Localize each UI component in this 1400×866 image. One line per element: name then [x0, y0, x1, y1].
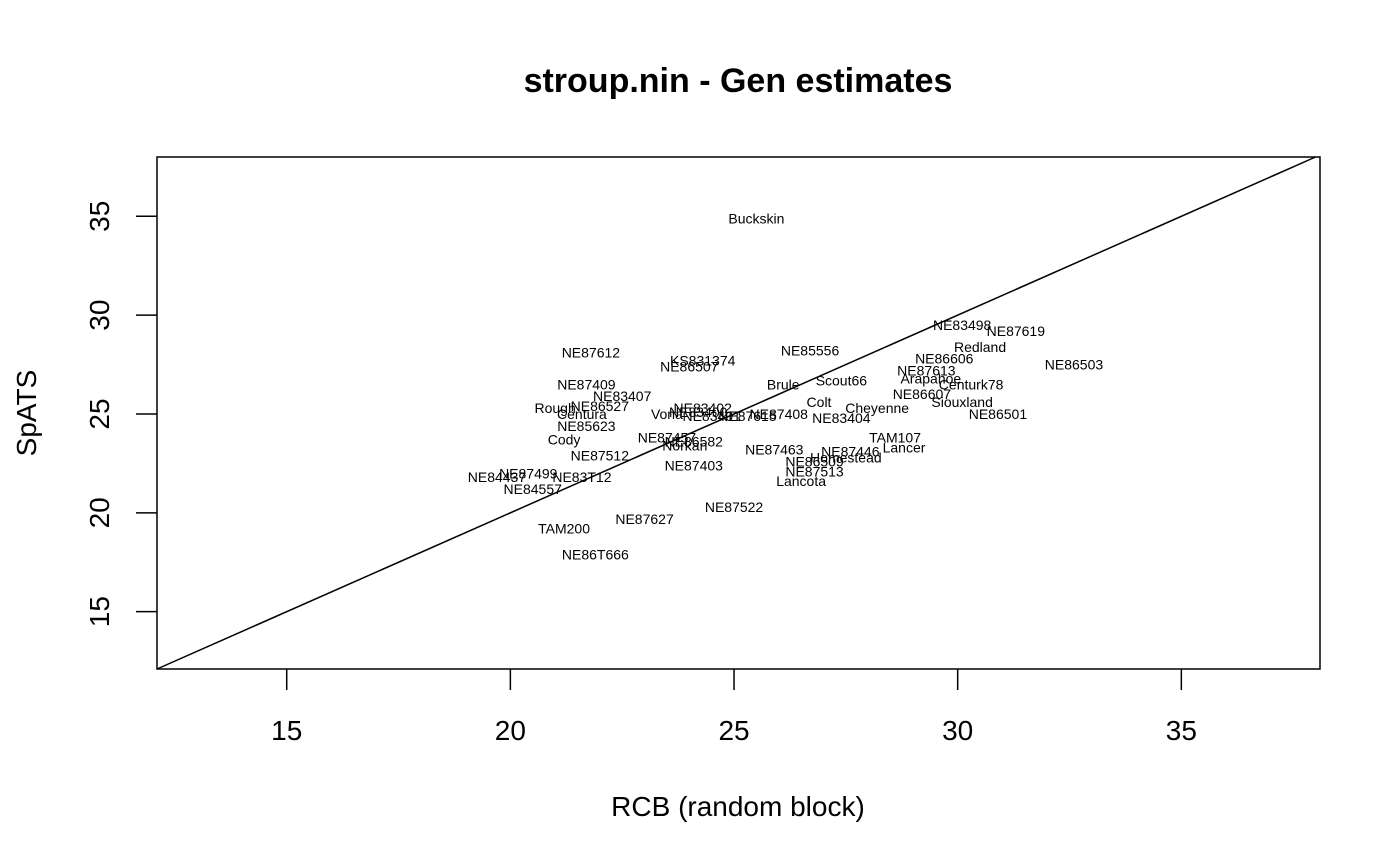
- y-tick-label: 35: [84, 201, 115, 232]
- point-label: NE87627: [615, 511, 674, 527]
- point-label: NE83T12: [552, 469, 611, 485]
- y-axis: 15 20 25 30 35: [84, 201, 157, 627]
- point-label: Cheyenne: [845, 400, 909, 416]
- point-label: NE85623: [557, 418, 616, 434]
- point-label: NE86501: [969, 406, 1028, 422]
- point-label: NE83404: [812, 410, 871, 426]
- point-label: NE87512: [571, 448, 630, 464]
- x-tick-label: 20: [495, 715, 526, 746]
- point-label: TAM107: [869, 430, 921, 446]
- point-label: NE84557: [504, 481, 563, 497]
- y-tick-label: 20: [84, 497, 115, 528]
- point-label: NE87615: [718, 408, 777, 424]
- point-label: Siouxland: [931, 394, 993, 410]
- point-label: NE87619: [987, 323, 1046, 339]
- point-label: NE84437: [468, 469, 527, 485]
- point-label: Lancer: [883, 440, 926, 456]
- point-label: NE87457: [638, 430, 697, 446]
- point-label: NE87446: [821, 444, 880, 460]
- point-label: NE86507: [660, 359, 719, 375]
- point-label: NE86606: [915, 351, 974, 367]
- point-label: Buckskin: [728, 210, 784, 226]
- y-tick-label: 15: [84, 596, 115, 627]
- reference-line-layer: [156, 156, 1316, 670]
- point-label: Scout66: [816, 372, 868, 388]
- point-label: Redland: [954, 339, 1006, 355]
- point-label: NE83400: [669, 404, 728, 420]
- point-label: NE86607: [893, 386, 952, 402]
- point-label: Rough: [534, 400, 575, 416]
- point-label: NE83401: [682, 408, 741, 424]
- x-tick-label: 35: [1166, 715, 1197, 746]
- x-tick-label: 30: [942, 715, 973, 746]
- point-label: NE86582: [665, 434, 724, 450]
- point-label: Lancota: [776, 473, 826, 489]
- identity-reference-line: [156, 156, 1316, 670]
- point-label: NE83402: [674, 400, 733, 416]
- point-label: NE85556: [781, 343, 840, 359]
- point-label: NE87403: [665, 457, 724, 473]
- point-label: NE86509: [785, 453, 844, 469]
- point-label: NE86503: [1045, 357, 1104, 373]
- point-label: NE87499: [499, 465, 558, 481]
- point-label: NE87522: [705, 499, 764, 515]
- point-label: Homestead: [810, 449, 882, 465]
- point-label: NE86527: [571, 398, 630, 414]
- plot-frame: [156, 156, 1321, 670]
- y-tick-label: 30: [84, 300, 115, 331]
- point-label: TAM200: [538, 521, 590, 537]
- point-label: NE86T666: [562, 546, 629, 562]
- point-label: NE87613: [897, 362, 956, 378]
- point-label: NE87409: [557, 376, 616, 392]
- point-label: Vona: [651, 406, 683, 422]
- x-axis-title: RCB (random block): [611, 791, 865, 822]
- x-tick-label: 25: [718, 715, 749, 746]
- point-label: Norkan: [662, 438, 707, 454]
- point-label: Colt: [807, 394, 832, 410]
- point-label: Cody: [548, 432, 581, 448]
- point-label: Centurk78: [939, 376, 1004, 392]
- point-label: NE87408: [750, 406, 809, 422]
- point-label: NE87612: [562, 345, 621, 361]
- point-label: NE87513: [785, 463, 844, 479]
- x-axis: 15 20 25 30 35: [271, 669, 1197, 746]
- point-label: NE83407: [593, 388, 652, 404]
- y-tick-label: 25: [84, 398, 115, 429]
- chart-title: stroup.nin - Gen estimates: [524, 62, 953, 100]
- point-label: KS831374: [670, 353, 736, 369]
- point-label: Centura: [557, 406, 607, 422]
- point-label: Arapahoe: [900, 370, 961, 386]
- point-label: Brule: [767, 376, 800, 392]
- x-tick-label: 15: [271, 715, 302, 746]
- point-label: NE83498: [933, 317, 992, 333]
- y-axis-title: SpATS: [11, 370, 42, 457]
- point-label: NE87463: [745, 442, 804, 458]
